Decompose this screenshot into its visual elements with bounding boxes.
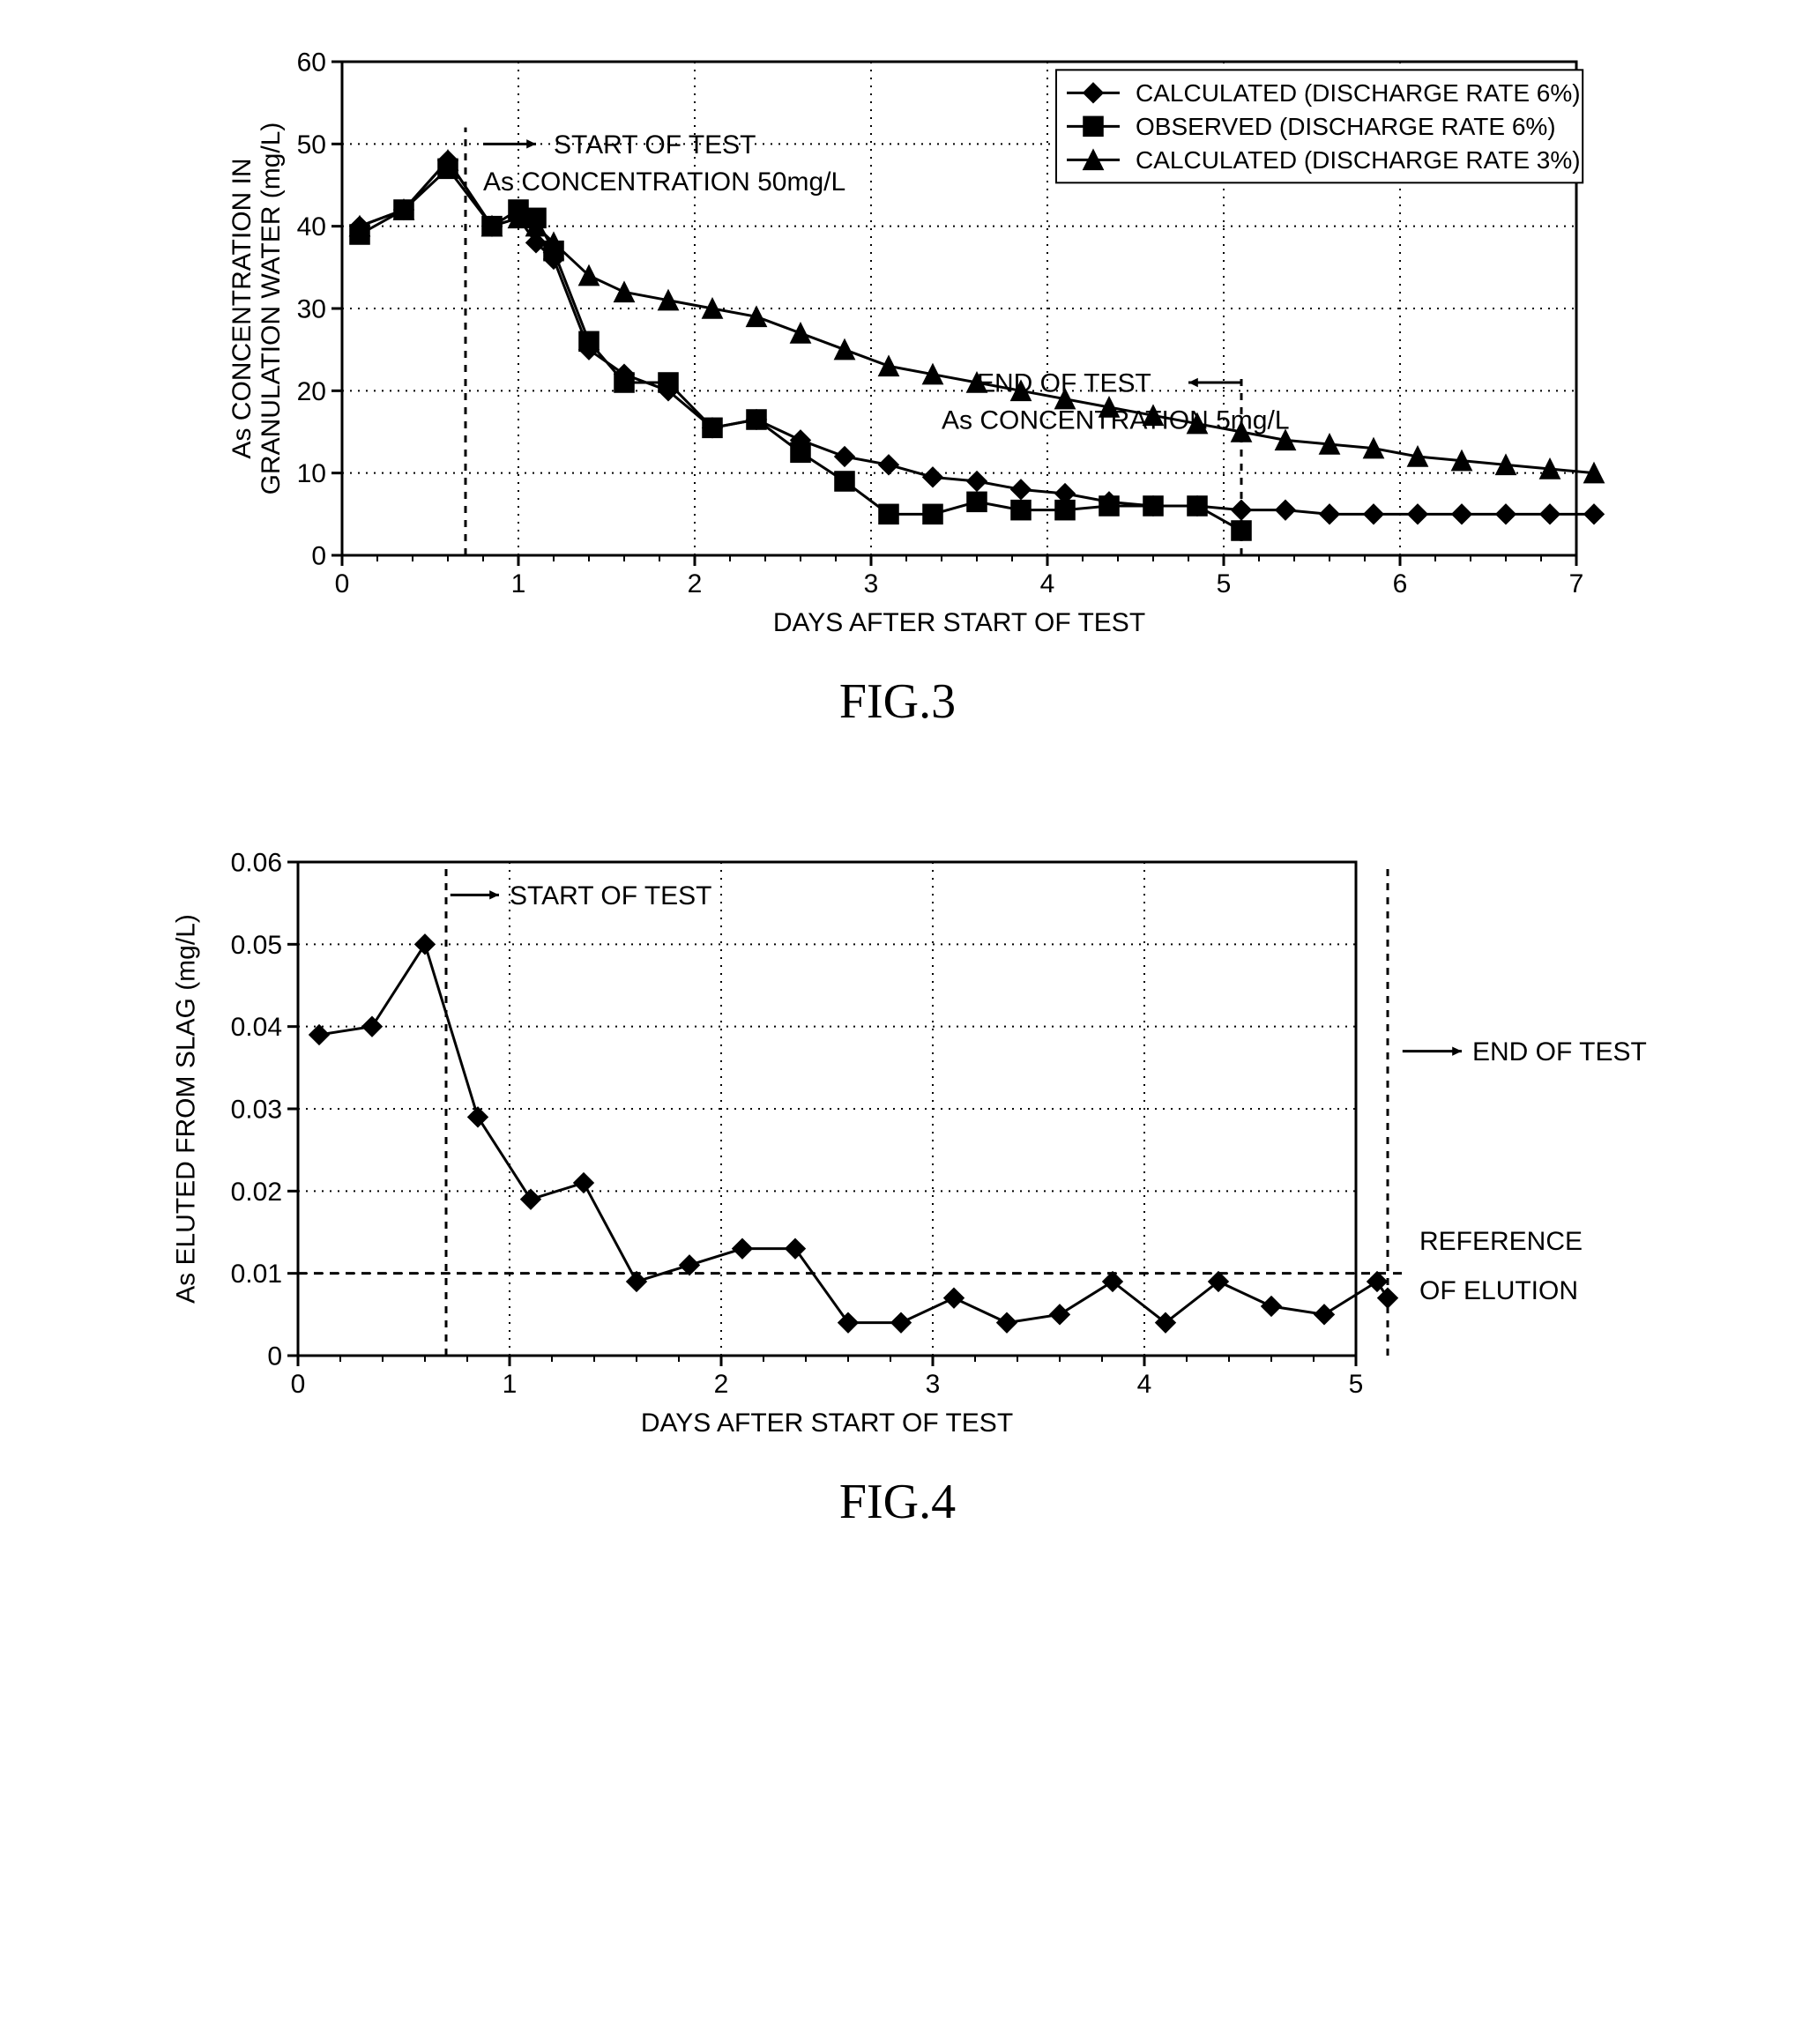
svg-text:2: 2 — [714, 1370, 729, 1399]
svg-text:0.06: 0.06 — [231, 849, 282, 878]
svg-text:3: 3 — [926, 1370, 941, 1399]
svg-text:DAYS AFTER START OF TEST: DAYS AFTER START OF TEST — [773, 608, 1145, 637]
fig3-caption: FIG.3 — [60, 673, 1735, 730]
svg-text:40: 40 — [297, 212, 326, 242]
svg-text:0.05: 0.05 — [231, 931, 282, 960]
svg-text:5: 5 — [1217, 569, 1232, 598]
svg-text:As CONCENTRATION IN: As CONCENTRATION IN — [227, 158, 257, 458]
svg-text:50: 50 — [297, 130, 326, 160]
svg-text:20: 20 — [297, 377, 326, 406]
svg-text:DAYS AFTER START OF TEST: DAYS AFTER START OF TEST — [641, 1409, 1013, 1438]
svg-text:0.04: 0.04 — [231, 1013, 282, 1042]
svg-text:As ELUTED FROM SLAG (mg/L): As ELUTED FROM SLAG (mg/L) — [172, 914, 201, 1304]
svg-text:0: 0 — [311, 542, 326, 571]
svg-text:0.03: 0.03 — [231, 1096, 282, 1125]
svg-text:CALCULATED (DISCHARGE RATE 3%): CALCULATED (DISCHARGE RATE 3%) — [1136, 146, 1581, 174]
svg-text:0.01: 0.01 — [231, 1260, 282, 1289]
svg-text:5: 5 — [1349, 1370, 1364, 1399]
svg-text:30: 30 — [297, 295, 326, 324]
svg-text:As CONCENTRATION 5mg/L: As CONCENTRATION 5mg/L — [942, 406, 1290, 435]
svg-text:60: 60 — [297, 48, 326, 78]
svg-text:REFERENCE: REFERENCE — [1419, 1227, 1583, 1256]
fig4-chart: 0 1 2 3 4 5 0 0.01 0.02 0.03 0.04 0.05 0.06 DAYS AFTE… — [122, 836, 1673, 1453]
figure-3: 0 1 2 3 4 5 6 7 0 10 20 30 40 50 60 DAYS AFTER START OF… — [60, 35, 1735, 730]
svg-text:1: 1 — [503, 1370, 518, 1399]
svg-text:START OF TEST: START OF TEST — [554, 130, 756, 160]
svg-text:2: 2 — [688, 569, 703, 598]
svg-text:1: 1 — [511, 569, 526, 598]
svg-text:3: 3 — [864, 569, 879, 598]
fig4-caption: FIG.4 — [60, 1474, 1735, 1530]
svg-text:0: 0 — [335, 569, 350, 598]
svg-text:0: 0 — [291, 1370, 306, 1399]
svg-text:END OF TEST: END OF TEST — [1472, 1037, 1647, 1067]
svg-text:OBSERVED (DISCHARGE RATE 6%): OBSERVED (DISCHARGE RATE 6%) — [1136, 113, 1556, 140]
svg-text:6: 6 — [1393, 569, 1408, 598]
figure-4: 0 1 2 3 4 5 0 0.01 0.02 0.03 0.04 0.05 0.06 DAYS AFTE… — [60, 836, 1735, 1530]
svg-text:0: 0 — [267, 1342, 282, 1371]
svg-text:7: 7 — [1569, 569, 1584, 598]
svg-text:END OF TEST: END OF TEST — [977, 369, 1151, 398]
svg-text:0.02: 0.02 — [231, 1178, 282, 1207]
svg-text:As CONCENTRATION 50mg/L: As CONCENTRATION 50mg/L — [483, 167, 845, 197]
svg-text:4: 4 — [1040, 569, 1055, 598]
svg-text:10: 10 — [297, 459, 326, 488]
svg-text:CALCULATED (DISCHARGE RATE 6%): CALCULATED (DISCHARGE RATE 6%) — [1136, 79, 1581, 107]
svg-text:GRANULATION WATER (mg/L): GRANULATION WATER (mg/L) — [257, 123, 286, 495]
svg-text:START OF TEST: START OF TEST — [510, 881, 711, 911]
fig3-chart: 0 1 2 3 4 5 6 7 0 10 20 30 40 50 60 DAYS AFTER START OF… — [166, 35, 1629, 652]
svg-text:OF ELUTION: OF ELUTION — [1419, 1276, 1578, 1305]
svg-text:4: 4 — [1137, 1370, 1152, 1399]
